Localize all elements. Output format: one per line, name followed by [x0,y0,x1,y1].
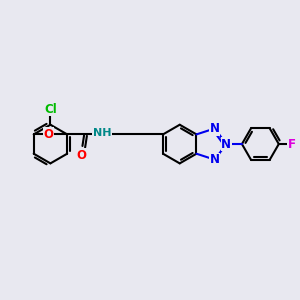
Text: N: N [210,122,220,135]
Text: O: O [44,128,54,141]
Text: O: O [77,149,87,162]
Text: F: F [288,138,296,151]
Text: Cl: Cl [44,103,57,116]
Text: N: N [210,153,220,166]
Text: NH: NH [93,128,111,138]
Text: N: N [221,138,231,151]
